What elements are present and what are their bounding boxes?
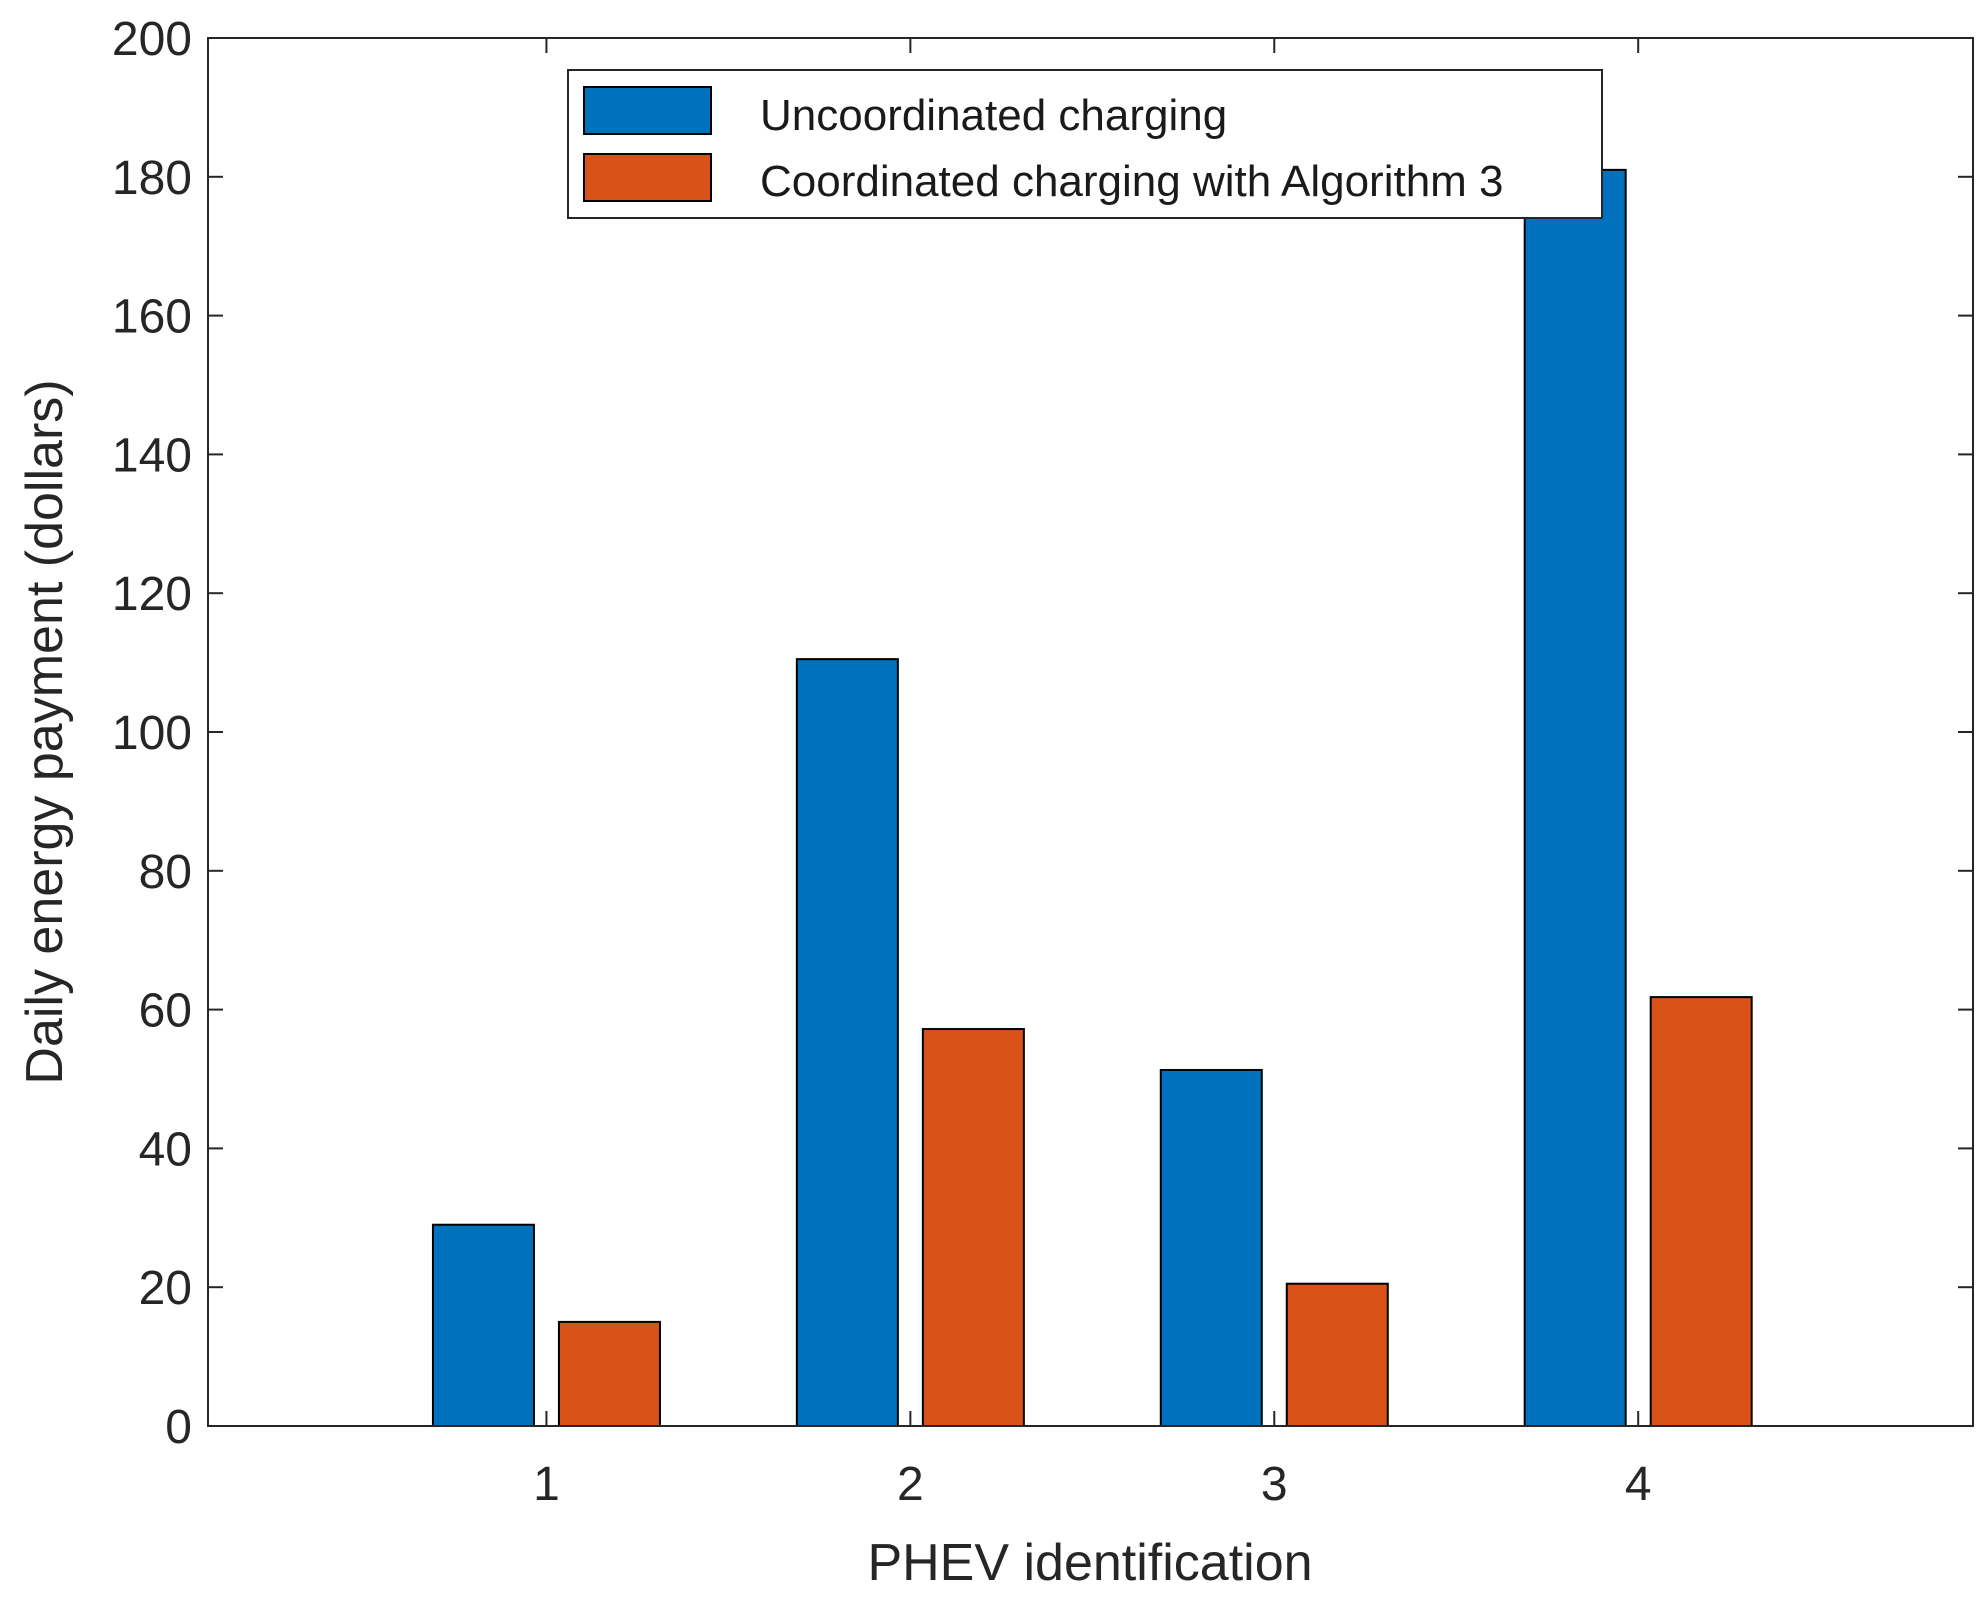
- y-tick-label-40: 40: [139, 1123, 192, 1176]
- bar-coordinated-4: [1649, 996, 1753, 1427]
- x-tick-label-4: 4: [1625, 1458, 1652, 1511]
- x-axis-label: PHEV identification: [867, 1534, 1312, 1592]
- x-tick-label-1: 1: [533, 1458, 560, 1511]
- y-tick-label-160: 160: [112, 291, 192, 344]
- y-tick-label-20: 20: [139, 1262, 192, 1315]
- legend-swatch-coordinated: [583, 153, 712, 202]
- y-tick-label-120: 120: [112, 568, 192, 621]
- x-tick-label-3: 3: [1261, 1458, 1288, 1511]
- bar-coordinated-1: [557, 1320, 661, 1428]
- legend-label-uncoordinated: Uncoordinated charging: [760, 91, 1227, 140]
- legend-box: [567, 69, 1603, 219]
- legend: Uncoordinated charging Coordinated charg…: [567, 69, 1603, 219]
- bar-uncoordinated-3: [1159, 1068, 1263, 1428]
- y-tick-label-0: 0: [165, 1401, 192, 1454]
- bar-uncoordinated-4: [1523, 168, 1627, 1428]
- y-tick-label-200: 200: [112, 13, 192, 66]
- tick-labels-group: 0 20 40 60 80 100 120 140 160 180 200 1 2 3 4: [112, 13, 1652, 1511]
- x-tick-label-2: 2: [897, 1458, 924, 1511]
- legend-swatch-uncoordinated: [583, 86, 712, 135]
- y-tick-label-60: 60: [139, 985, 192, 1038]
- bars-group: [431, 168, 1753, 1428]
- bar-uncoordinated-1: [431, 1223, 535, 1427]
- y-tick-label-80: 80: [139, 846, 192, 899]
- y-axis-label: Daily energy payment (dollars): [16, 379, 74, 1084]
- bar-coordinated-2: [921, 1028, 1025, 1427]
- plot-frame: [207, 37, 1974, 1427]
- bar-uncoordinated-2: [795, 658, 899, 1427]
- y-tick-label-140: 140: [112, 429, 192, 482]
- y-tick-label-100: 100: [112, 707, 192, 760]
- legend-label-coordinated: Coordinated charging with Algorithm 3: [760, 157, 1504, 206]
- y-tick-label-180: 180: [112, 152, 192, 205]
- bar-coordinated-3: [1285, 1282, 1389, 1427]
